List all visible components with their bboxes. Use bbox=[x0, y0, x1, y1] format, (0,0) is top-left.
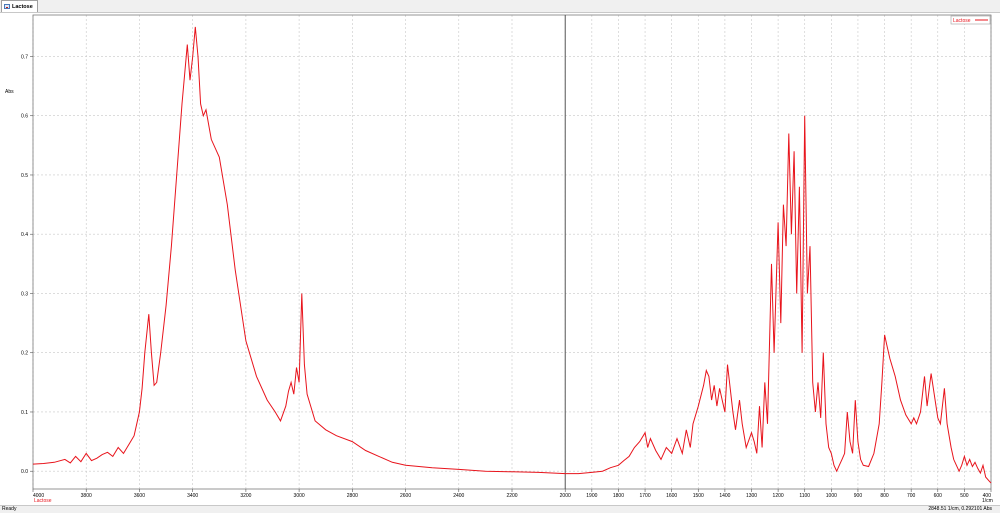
x-tick-label: 1200 bbox=[773, 493, 784, 499]
status-bar: Ready 2848.51 1/cm, 0.292101 Abs bbox=[0, 505, 1000, 513]
x-tick-label: 3400 bbox=[187, 493, 198, 499]
x-tick-label: 3000 bbox=[294, 493, 305, 499]
y-tick-labels: 0.0 0.1 0.2 0.3 0.4 0.5 0.6 0.7 bbox=[21, 54, 33, 475]
x-tick-label: 1800 bbox=[613, 493, 624, 499]
x-tick-label: 2400 bbox=[453, 493, 464, 499]
y-axis-label: Abs bbox=[5, 89, 14, 95]
y-tick-label: 0.7 bbox=[21, 54, 28, 60]
x-tick-label: 4000 bbox=[33, 493, 44, 499]
x-tick-label: 2800 bbox=[347, 493, 358, 499]
x-tick-label: 3800 bbox=[81, 493, 92, 499]
x-tick-label: 2000 bbox=[560, 493, 571, 499]
tab-bar: Lactose bbox=[0, 0, 1000, 13]
x-tick-label: 700 bbox=[907, 493, 916, 499]
status-text: Ready bbox=[2, 506, 17, 512]
x-tick-label: 1900 bbox=[586, 493, 597, 499]
x-tick-label: 1000 bbox=[826, 493, 837, 499]
tab-lactose[interactable]: Lactose bbox=[1, 0, 38, 12]
legend-entry-lactose: Lactose bbox=[953, 18, 971, 24]
tab-label: Lactose bbox=[12, 3, 33, 10]
y-tick-label: 0.0 bbox=[21, 469, 28, 475]
x-tick-label: 500 bbox=[960, 493, 969, 499]
x-tick-labels: 4000 3800 3600 3400 3200 3000 2800 2600 2400 2200… bbox=[32, 489, 992, 499]
y-tick-label: 0.1 bbox=[21, 410, 28, 416]
x-tick-label: 3200 bbox=[240, 493, 251, 499]
x-tick-label: 1300 bbox=[746, 493, 757, 499]
x-tick-label: 2600 bbox=[400, 493, 411, 499]
x-tick-label: 1100 bbox=[799, 493, 810, 499]
x-axis-label: 1/cm bbox=[982, 498, 993, 504]
x-tick-label: 2200 bbox=[506, 493, 517, 499]
x-tick-label: 800 bbox=[880, 493, 889, 499]
x-tick-label: 1600 bbox=[666, 493, 677, 499]
y-tick-label: 0.6 bbox=[21, 114, 28, 120]
x-tick-label: 1700 bbox=[639, 493, 650, 499]
x-tick-label: 600 bbox=[934, 493, 943, 499]
y-tick-label: 0.4 bbox=[21, 232, 28, 238]
legend: Lactose bbox=[950, 15, 991, 25]
x-tick-label: 1500 bbox=[693, 493, 704, 499]
legend-box bbox=[950, 15, 991, 25]
spectrum-plot[interactable]: 4000 3800 3600 3400 3200 3000 2800 2600 2400 2200… bbox=[0, 13, 1000, 505]
x-tick-label: 1400 bbox=[719, 493, 730, 499]
spectrum-document-icon bbox=[4, 4, 10, 9]
y-tick-label: 0.2 bbox=[21, 351, 28, 357]
cursor-readout: 2848.51 1/cm, 0.292101 Abs bbox=[928, 506, 992, 512]
y-tick-label: 0.3 bbox=[21, 291, 28, 297]
x-tick-label: 400 bbox=[983, 493, 992, 499]
plot-background bbox=[0, 13, 1000, 505]
x-axis-series-label: Lactose bbox=[34, 498, 52, 504]
x-tick-label: 3600 bbox=[134, 493, 145, 499]
x-gridlines bbox=[32, 15, 992, 489]
y-tick-label: 0.5 bbox=[21, 173, 28, 179]
series-line-lactose bbox=[32, 26, 992, 484]
x-tick-label: 900 bbox=[854, 493, 863, 499]
